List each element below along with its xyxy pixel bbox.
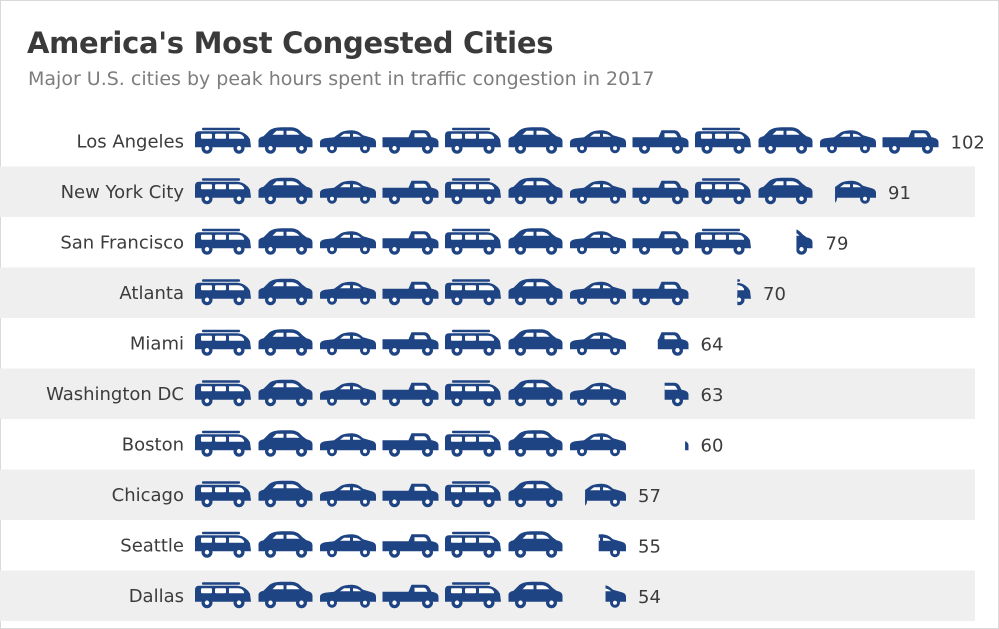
hatchback-car-icon bbox=[508, 228, 563, 255]
category-label: Chicago bbox=[112, 485, 184, 506]
wagon-car-icon bbox=[695, 127, 751, 154]
chart-row: Miami 64 bbox=[130, 329, 724, 356]
pickup-truck-icon bbox=[657, 332, 689, 356]
sedan-car-icon bbox=[320, 130, 376, 154]
category-label: Dallas bbox=[129, 586, 184, 607]
chart-row: Atlanta 70 bbox=[119, 278, 786, 306]
pickup-truck-icon bbox=[382, 231, 439, 255]
value-label: 57 bbox=[638, 486, 661, 507]
sedan-car-icon bbox=[570, 231, 626, 255]
value-label: 64 bbox=[701, 334, 724, 355]
hatchback-car-icon bbox=[508, 430, 563, 457]
hatchback-car-icon bbox=[258, 127, 313, 154]
value-label: 54 bbox=[638, 587, 661, 608]
wagon-car-icon bbox=[695, 228, 751, 255]
hatchback-car-icon bbox=[258, 329, 313, 356]
sedan-car-icon bbox=[320, 433, 376, 457]
wagon-car-icon bbox=[195, 228, 251, 255]
value-label: 91 bbox=[888, 183, 911, 204]
sedan-car-icon bbox=[570, 332, 626, 356]
category-label: Los Angeles bbox=[77, 131, 185, 152]
wagon-car-icon bbox=[445, 329, 501, 356]
pickup-truck-icon bbox=[632, 130, 689, 154]
value-label: 55 bbox=[638, 536, 661, 557]
chart-row: Dallas 54 bbox=[129, 581, 661, 609]
value-label: 102 bbox=[951, 132, 985, 153]
chart-row: Seattle 55 bbox=[120, 531, 661, 558]
pickup-truck-icon bbox=[382, 433, 439, 457]
chart-row: Los Angeles 102 bbox=[77, 127, 985, 154]
wagon-car-icon bbox=[195, 127, 251, 154]
sedan-car-icon bbox=[320, 231, 376, 255]
chart-row: San Francisco 79 bbox=[60, 228, 848, 255]
wagon-car-icon bbox=[445, 127, 501, 154]
pickup-truck-icon bbox=[382, 534, 439, 558]
sedan-car-icon bbox=[598, 534, 626, 558]
chart-row: Chicago 57 bbox=[112, 480, 661, 508]
wagon-car-icon bbox=[195, 329, 251, 356]
category-label: Boston bbox=[122, 434, 184, 455]
value-label: 70 bbox=[763, 284, 786, 305]
category-label: Atlanta bbox=[119, 283, 184, 304]
chart-row: Boston 60 bbox=[122, 430, 724, 457]
chart-subtitle: Major U.S. cities by peak hours spent in… bbox=[28, 68, 655, 90]
wagon-car-icon bbox=[195, 531, 251, 558]
sedan-car-icon bbox=[570, 130, 626, 154]
wagon-car-icon bbox=[445, 228, 501, 255]
value-label: 60 bbox=[701, 435, 724, 456]
pickup-truck-icon bbox=[685, 433, 689, 457]
hatchback-car-icon bbox=[508, 531, 563, 558]
wagon-car-icon bbox=[195, 430, 251, 457]
pickup-truck-icon bbox=[382, 332, 439, 356]
hatchback-car-icon bbox=[508, 127, 563, 154]
hatchback-car-icon bbox=[258, 228, 313, 255]
hatchback-car-icon bbox=[758, 127, 813, 154]
pickup-truck-icon bbox=[882, 130, 939, 154]
hatchback-car-icon bbox=[796, 228, 813, 255]
sedan-car-icon bbox=[320, 534, 376, 558]
wagon-car-icon bbox=[445, 430, 501, 457]
pickup-truck-icon bbox=[632, 231, 689, 255]
category-label: Miami bbox=[130, 333, 184, 354]
hatchback-car-icon bbox=[258, 531, 313, 558]
wagon-car-icon bbox=[445, 531, 501, 558]
sedan-car-icon bbox=[570, 433, 626, 457]
chart-title: America's Most Congested Cities bbox=[27, 26, 554, 60]
value-label: 79 bbox=[826, 233, 849, 254]
value-label: 63 bbox=[701, 385, 724, 406]
category-label: San Francisco bbox=[60, 232, 184, 253]
sedan-car-icon bbox=[820, 130, 876, 154]
category-label: Seattle bbox=[120, 535, 184, 556]
chart-row: Washington DC 63 bbox=[46, 379, 724, 407]
pickup-truck-icon bbox=[382, 130, 439, 154]
chart-row: New York City 91 bbox=[61, 177, 911, 205]
category-label: New York City bbox=[61, 182, 185, 203]
sedan-car-icon bbox=[320, 332, 376, 356]
hatchback-car-icon bbox=[258, 430, 313, 457]
category-label: Washington DC bbox=[46, 384, 184, 405]
hatchback-car-icon bbox=[508, 329, 563, 356]
